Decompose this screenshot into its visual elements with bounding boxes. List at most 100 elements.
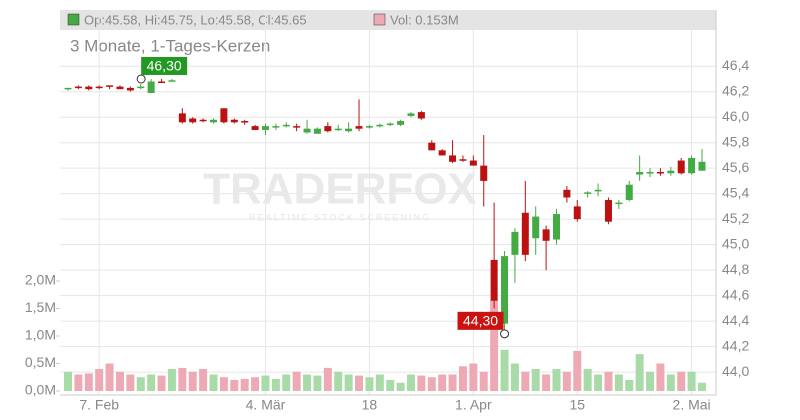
- volume-bar: [646, 371, 655, 391]
- candle-body: [542, 229, 550, 241]
- candle-body: [573, 206, 581, 220]
- volume-bar: [521, 371, 530, 391]
- volume-bar: [323, 367, 332, 391]
- candle-body: [501, 256, 509, 324]
- candle-body: [438, 150, 446, 156]
- volume-bar: [167, 369, 176, 391]
- candle-body: [334, 128, 342, 131]
- candle-body: [241, 121, 249, 123]
- y-tick-label: 46,0: [722, 108, 749, 124]
- volume-bar: [552, 369, 561, 391]
- volume-bar: [698, 382, 706, 391]
- volume-bar: [386, 380, 395, 391]
- volume-bar: [126, 374, 135, 391]
- volume-bar: [355, 375, 364, 391]
- legend-swatch: [373, 13, 386, 26]
- volume-bar: [469, 363, 478, 391]
- annotation-label: 44,30: [463, 313, 498, 329]
- candle-body: [615, 202, 623, 205]
- candle-body: [490, 259, 498, 301]
- candle-body: [116, 86, 124, 90]
- y-tick-label: 45,4: [722, 184, 749, 200]
- y-tick-label: 45,6: [722, 159, 749, 175]
- candle-body: [428, 142, 436, 151]
- candle-body: [64, 87, 72, 90]
- annotation-box: [457, 311, 504, 330]
- volume-bar: [635, 354, 644, 391]
- candle-body: [511, 231, 519, 255]
- ohlc-header: Op:45.58, Hi:45.75, Lo:45.58, Cl:45.65: [84, 12, 307, 27]
- x-tick-label: 4. Mär: [246, 397, 286, 413]
- legend-swatch: [67, 13, 80, 26]
- candle-body: [147, 81, 155, 93]
- volume-bar: [313, 375, 322, 391]
- candle-body: [656, 171, 664, 174]
- candle-body: [293, 126, 301, 128]
- volume-bar: [230, 380, 239, 391]
- volume-bar: [677, 371, 686, 391]
- subtitle: 3 Monate, 1-Tages-Kerzen: [70, 36, 270, 55]
- volume-bar: [427, 377, 436, 391]
- candle-body: [594, 189, 602, 192]
- candle-body: [532, 216, 540, 239]
- x-tick-label: 2. Mai: [673, 397, 711, 413]
- volume-bar: [583, 369, 592, 391]
- candle-body: [417, 112, 425, 119]
- volume-bar: [542, 374, 551, 391]
- candle-body: [137, 86, 145, 89]
- volume-bar: [105, 363, 114, 391]
- candle-body: [397, 121, 405, 125]
- volume-bar: [448, 374, 457, 391]
- candle-body: [584, 192, 592, 194]
- header-bar: [60, 10, 716, 30]
- x-tick-label: 7. Feb: [79, 397, 119, 413]
- volume-bar: [115, 371, 124, 391]
- candle-body: [74, 86, 82, 89]
- candle-body: [386, 123, 394, 126]
- x-tick-label: 15: [569, 397, 585, 413]
- candle-body: [459, 159, 467, 161]
- volume-bar: [614, 374, 623, 391]
- candle-body: [199, 119, 207, 122]
- volume-bar: [500, 349, 509, 391]
- candle-body: [178, 113, 186, 123]
- candle-body: [480, 165, 488, 181]
- y2-tick-label: 0,0M: [25, 382, 56, 398]
- volume-bar: [157, 375, 166, 391]
- volume-bar: [178, 367, 187, 391]
- volume-bar: [406, 374, 415, 391]
- candle-body: [552, 214, 560, 240]
- candle-body: [303, 128, 311, 133]
- candle-body: [106, 85, 114, 87]
- volume-bar: [303, 374, 312, 391]
- volume-bar: [271, 378, 280, 391]
- y-tick-label: 45,8: [722, 133, 749, 149]
- volume-bar: [396, 382, 405, 391]
- x-tick-label: 1. Apr: [455, 397, 492, 413]
- candle-body: [220, 108, 228, 123]
- volume-bar: [199, 369, 208, 391]
- volume-bar: [687, 371, 696, 391]
- candle-body: [282, 124, 290, 127]
- candle-body: [677, 160, 685, 174]
- y-tick-label: 45,0: [722, 235, 749, 251]
- volume-bar: [64, 371, 72, 391]
- candle-body: [636, 171, 644, 175]
- y-tick-label: 44,2: [722, 337, 749, 353]
- volume-bar: [74, 374, 83, 391]
- volume-bar: [562, 371, 571, 391]
- candle-body: [189, 118, 197, 123]
- volume-bar: [365, 377, 374, 391]
- candle-body: [324, 126, 332, 132]
- volume-bar: [666, 374, 675, 391]
- candle-body: [376, 124, 384, 127]
- volume-bar: [438, 374, 447, 391]
- volume-bar: [625, 380, 634, 391]
- volume-bar: [188, 371, 197, 391]
- candle-body: [667, 170, 675, 174]
- candle-body: [261, 126, 269, 130]
- y2-tick-label: 1,0M: [25, 327, 56, 343]
- candle-body: [126, 87, 134, 91]
- candle-body: [251, 126, 259, 130]
